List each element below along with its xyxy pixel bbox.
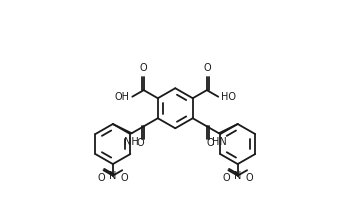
Text: N: N [109,171,117,181]
Text: O: O [97,173,105,182]
Text: N: N [234,171,241,181]
Text: O: O [136,138,144,148]
Text: O: O [140,63,147,73]
Text: O: O [246,173,253,182]
Text: O: O [121,173,128,182]
Text: HO: HO [221,92,236,102]
Text: O: O [222,173,230,182]
Text: NH: NH [124,137,139,147]
Text: OH: OH [114,92,129,102]
Text: O: O [203,63,211,73]
Text: HN: HN [211,137,226,147]
Text: O: O [207,138,214,148]
